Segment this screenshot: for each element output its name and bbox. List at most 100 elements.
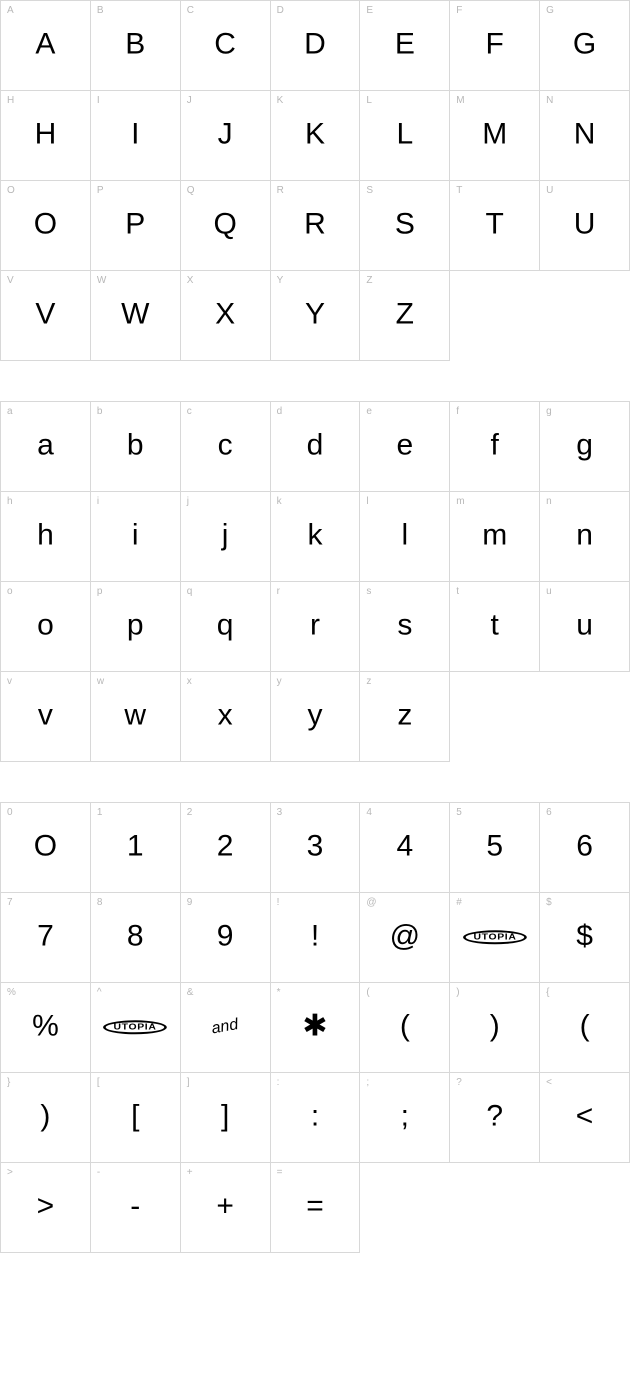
glyph-cell: 55 (450, 803, 540, 893)
glyph-label: ] (187, 1077, 190, 1088)
glyph-display: a (37, 430, 54, 460)
glyph-label: y (277, 676, 282, 687)
glyph-cell: 0O (1, 803, 91, 893)
glyph-label: J (187, 95, 192, 106)
glyph-cell: OO (1, 181, 91, 271)
font-character-map: AABBCCDDEEFFGGHHIIJJKKLLMMNNOOPPQQRRSSTT… (0, 0, 640, 1253)
glyph-label: < (546, 1077, 552, 1088)
glyph-label: l (366, 496, 368, 507)
glyph-display: m (482, 520, 507, 550)
glyph-cell: )) (450, 983, 540, 1073)
glyph-display: ; (401, 1101, 409, 1131)
glyph-display: 3 (307, 831, 324, 861)
glyph-display: > (37, 1191, 55, 1221)
glyph-cell: WW (91, 271, 181, 361)
glyph-label: % (7, 987, 16, 998)
glyph-label: t (456, 586, 459, 597)
glyph-display: O (34, 831, 57, 861)
glyph-display: b (127, 430, 144, 460)
glyph-display: q (217, 610, 234, 640)
glyph-cell: [[ (91, 1073, 181, 1163)
glyph-cell: #UTOPIA (450, 893, 540, 983)
glyph-cell: dd (271, 402, 361, 492)
glyph-cell: kk (271, 492, 361, 582)
glyph-cell: 66 (540, 803, 630, 893)
glyph-cell: YY (271, 271, 361, 361)
glyph-label: 4 (366, 807, 372, 818)
glyph-label: z (366, 676, 371, 687)
glyph-display: h (37, 520, 54, 550)
glyph-label: 6 (546, 807, 552, 818)
glyph-cell: zz (360, 672, 450, 762)
glyph-label: h (7, 496, 13, 507)
glyph-display: y (307, 700, 322, 730)
glyph-display: < (576, 1101, 594, 1131)
glyph-label: Q (187, 185, 195, 196)
glyph-cell-empty (540, 271, 630, 361)
glyph-display: 9 (217, 921, 234, 951)
glyph-label: L (366, 95, 372, 106)
glyph-label: Z (366, 275, 372, 286)
glyph-cell: xx (181, 672, 271, 762)
glyph-label: o (7, 586, 13, 597)
glyph-cell: DD (271, 1, 361, 91)
glyph-display: U (574, 209, 596, 239)
glyph-label: a (7, 406, 13, 417)
glyph-display: Q (213, 209, 236, 239)
glyph-cell: BB (91, 1, 181, 91)
glyph-label: > (7, 1167, 13, 1178)
glyph-label: Y (277, 275, 284, 286)
glyph-cell: CC (181, 1, 271, 91)
glyph-display: B (125, 29, 145, 59)
glyph-display: j (222, 520, 229, 550)
glyph-label: & (187, 987, 194, 998)
glyph-cell: &and (181, 983, 271, 1073)
glyph-cell-empty (360, 1163, 450, 1253)
glyph-label: ; (366, 1077, 369, 1088)
glyph-cell: 22 (181, 803, 271, 893)
glyph-label: B (97, 5, 104, 16)
glyph-cell: yy (271, 672, 361, 762)
glyph-display: f (491, 430, 499, 460)
glyph-label: K (277, 95, 284, 106)
glyph-label: 5 (456, 807, 462, 818)
glyph-label: m (456, 496, 464, 507)
glyph-label: p (97, 586, 103, 597)
glyph-display: F (486, 29, 504, 59)
glyph-cell: nn (540, 492, 630, 582)
glyph-label: M (456, 95, 464, 106)
glyph-cell: (( (360, 983, 450, 1073)
utopia-logo-icon: UTOPIA (103, 1020, 167, 1034)
glyph-display: u (576, 610, 593, 640)
glyph-display: E (395, 29, 415, 59)
glyph-cell: ;; (360, 1073, 450, 1163)
glyph-display: ? (486, 1101, 503, 1131)
glyph-cell: bb (91, 402, 181, 492)
glyph-label: } (7, 1077, 10, 1088)
glyph-cell: << (540, 1073, 630, 1163)
glyph-label: + (187, 1167, 193, 1178)
glyph-cell: ]] (181, 1073, 271, 1163)
glyph-label: 9 (187, 897, 193, 908)
glyph-display: UTOPIA (111, 1020, 160, 1034)
glyph-display: o (37, 610, 54, 640)
glyph-cell: gg (540, 402, 630, 492)
glyph-display: 5 (486, 831, 503, 861)
glyph-cell: XX (181, 271, 271, 361)
glyph-cell: 88 (91, 893, 181, 983)
glyph-display: A (35, 29, 55, 59)
glyph-cell: rr (271, 582, 361, 672)
glyph-label: C (187, 5, 194, 16)
glyph-cell-empty (450, 1163, 540, 1253)
glyph-label: n (546, 496, 552, 507)
glyph-display: @ (390, 921, 420, 951)
glyph-display: z (397, 700, 412, 730)
glyph-cell: AA (1, 1, 91, 91)
glyph-cell: SS (360, 181, 450, 271)
glyph-cell: LL (360, 91, 450, 181)
glyph-label: j (187, 496, 189, 507)
glyph-label: H (7, 95, 14, 106)
glyph-cell: hh (1, 492, 91, 582)
glyph-cell: 11 (91, 803, 181, 893)
glyph-display: R (304, 209, 326, 239)
